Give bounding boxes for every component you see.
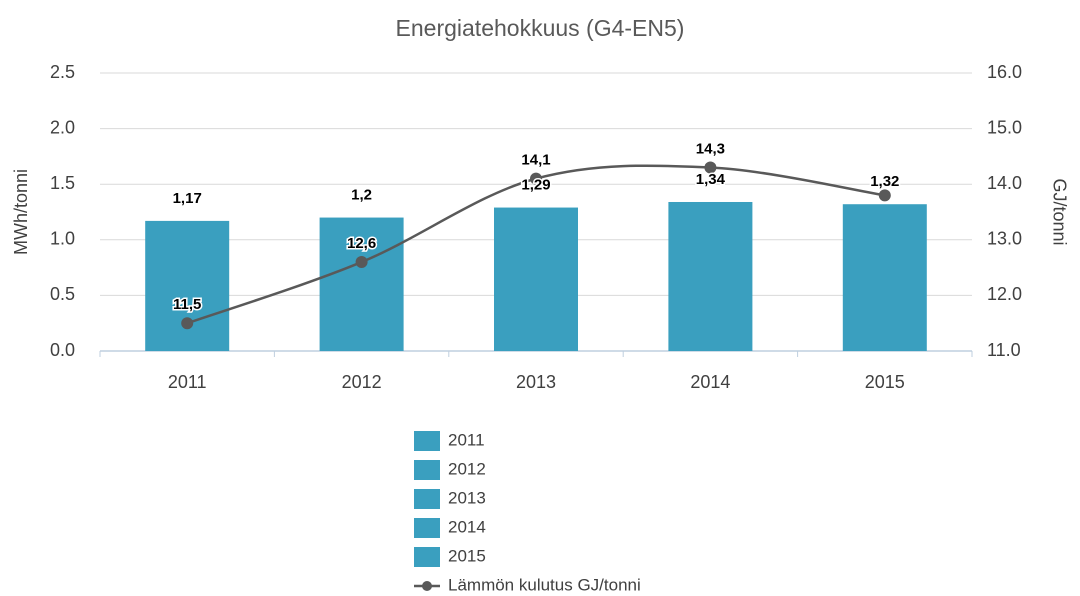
legend-label: 2012 [448, 459, 486, 478]
bar-value-label: 1,34 [696, 171, 726, 188]
y2-tick-label: 11.0 [987, 340, 1021, 360]
line-marker [704, 161, 717, 174]
x-tick-label: 2014 [690, 372, 730, 392]
bar [494, 207, 578, 351]
y-tick-label: 1.0 [50, 229, 75, 249]
y2-axis-title: GJ/tonni [1049, 178, 1069, 245]
line-marker [355, 256, 368, 269]
line-marker [530, 172, 542, 185]
bar-value-label: 1,29 [521, 177, 550, 194]
bar-value-label: 1,32 [870, 173, 899, 190]
y-tick-label: 1.5 [50, 173, 75, 193]
y2-tick-label: 16.0 [987, 62, 1022, 82]
bar [842, 204, 927, 351]
line-value-label: 12,6 [347, 235, 376, 252]
bar [319, 217, 404, 351]
bar-value-label: 1,2 [351, 187, 372, 204]
y2-tick-label: 13.0 [987, 229, 1022, 249]
chart-title: Energiatehokkuus (G4-EN5) [396, 15, 685, 41]
y-tick-label: 0.0 [50, 340, 75, 360]
line-marker [878, 189, 891, 202]
legend-swatch [414, 547, 440, 567]
legend-swatch [414, 460, 440, 480]
legend-label: 2015 [448, 546, 486, 565]
bar-value-label: 1,17 [173, 190, 202, 207]
legend-label: 2013 [448, 488, 486, 507]
y-tick-label: 2.0 [50, 117, 75, 137]
legend-label: 2011 [448, 430, 485, 449]
y2-tick-label: 15.0 [987, 117, 1022, 137]
legend-label: 2014 [448, 517, 486, 536]
legend-swatch [414, 431, 440, 451]
y2-tick-label: 12.0 [987, 284, 1022, 304]
line-value-label: 14,1 [521, 152, 550, 169]
y-tick-label: 2.5 [50, 62, 75, 82]
y-tick-label: 0.5 [50, 284, 75, 304]
legend-label: Lämmön kulutus GJ/tonni [448, 575, 641, 594]
bar [145, 220, 230, 351]
legend-marker [422, 581, 432, 591]
x-tick-label: 2011 [168, 372, 207, 392]
legend-swatch [414, 518, 440, 538]
legend-swatch [414, 489, 440, 509]
x-tick-label: 2012 [342, 372, 382, 392]
line-value-label: 14,3 [696, 140, 725, 157]
x-tick-label: 2015 [865, 372, 905, 392]
bar [668, 201, 753, 351]
line-value-label: 11,5 [173, 296, 201, 313]
line-marker [181, 317, 194, 330]
x-tick-label: 2013 [516, 372, 556, 392]
y2-tick-label: 14.0 [987, 173, 1022, 193]
y-axis-title: MWh/tonni [11, 169, 31, 255]
